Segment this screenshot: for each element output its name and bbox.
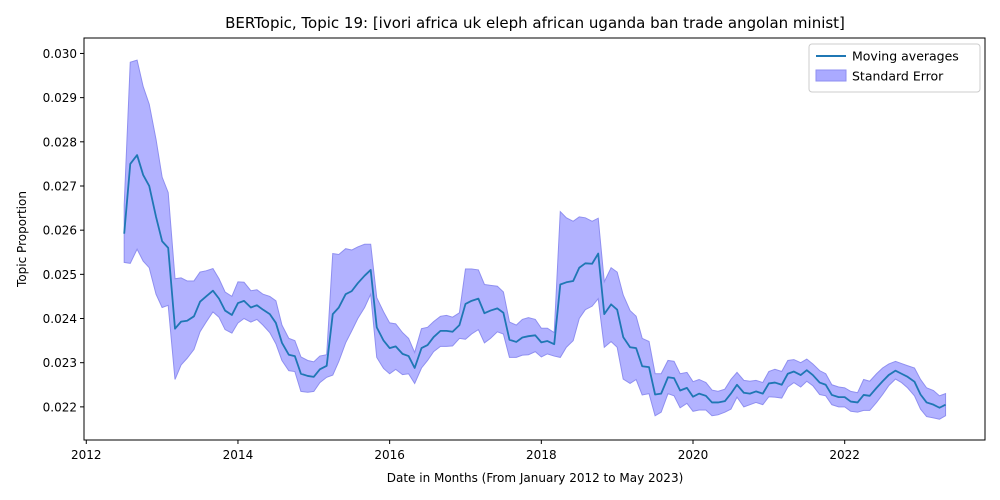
y-tick-label: 0.029 bbox=[43, 91, 77, 105]
standard-error-band bbox=[123, 59, 947, 420]
plot-frame bbox=[83, 37, 986, 441]
x-axis-label: Date in Months (From January 2012 to May… bbox=[387, 471, 684, 485]
legend-label-standard-error: Standard Error bbox=[852, 69, 944, 84]
y-tick-label: 0.024 bbox=[43, 312, 77, 326]
y-tick-label: 0.023 bbox=[43, 356, 77, 370]
y-axis: 0.022 0.023 0.024 0.025 0.026 0.027 0.028 0.029… bbox=[43, 47, 84, 414]
y-tick-label: 0.030 bbox=[43, 47, 77, 61]
x-tick-label: 2012 bbox=[71, 448, 102, 462]
legend-band-swatch bbox=[815, 69, 847, 82]
legend: Moving averages Standard Error bbox=[808, 43, 981, 93]
y-tick-label: 0.027 bbox=[43, 179, 77, 193]
legend-label-moving-averages: Moving averages bbox=[852, 49, 959, 64]
y-tick-label: 0.025 bbox=[43, 268, 77, 282]
x-tick-label: 2020 bbox=[678, 448, 709, 462]
x-tick-label: 2022 bbox=[829, 448, 860, 462]
plot-area bbox=[123, 59, 947, 420]
x-axis: 2012 2014 2016 2018 2020 2022 bbox=[71, 440, 860, 462]
y-tick-label: 0.022 bbox=[43, 400, 77, 414]
y-axis-label: Topic Proportion bbox=[15, 191, 29, 288]
chart-title: BERTopic, Topic 19: [ivori africa uk ele… bbox=[225, 14, 845, 32]
x-tick-label: 2018 bbox=[526, 448, 557, 462]
y-tick-label: 0.026 bbox=[43, 224, 77, 238]
x-tick-label: 2016 bbox=[374, 448, 405, 462]
y-tick-label: 0.028 bbox=[43, 135, 77, 149]
legend-box bbox=[808, 43, 981, 93]
x-tick-label: 2014 bbox=[223, 448, 254, 462]
moving-averages-line bbox=[123, 154, 946, 409]
